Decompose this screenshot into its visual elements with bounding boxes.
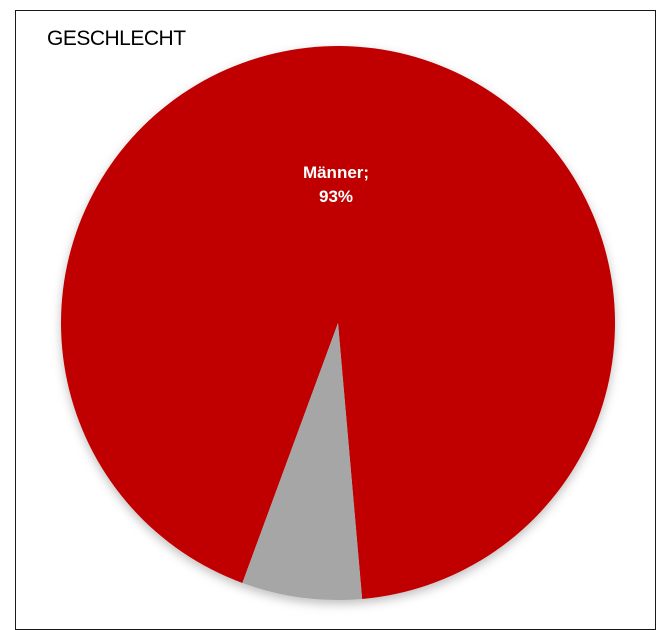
slice-label-value: 93% — [319, 187, 353, 206]
slice-label-name: Männer; — [303, 163, 369, 182]
pie-slice-other — [242, 323, 363, 601]
pie-slice-männer — [60, 45, 615, 599]
chart-title: GESCHLECHT — [47, 27, 186, 50]
